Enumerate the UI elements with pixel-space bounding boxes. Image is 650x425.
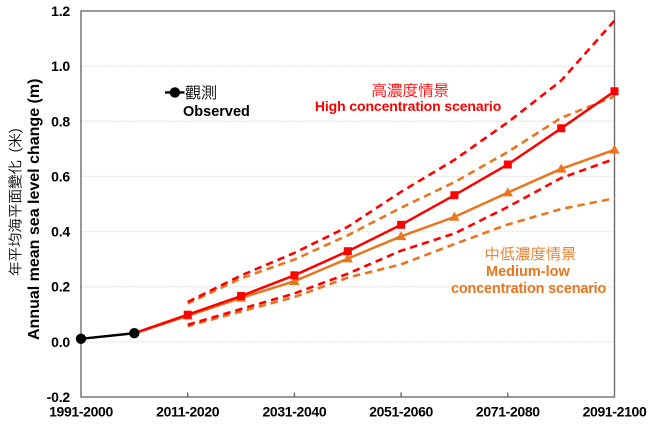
svg-text:High concentration scenario: High concentration scenario [315, 98, 501, 114]
svg-text:1991-2000: 1991-2000 [49, 404, 113, 420]
svg-text:2071-2080: 2071-2080 [476, 404, 540, 420]
svg-text:0.0: 0.0 [51, 334, 70, 350]
svg-text:0.2: 0.2 [51, 279, 70, 295]
svg-text:Medium-low: Medium-low [486, 264, 570, 280]
svg-text:1.0: 1.0 [51, 58, 70, 74]
svg-text:0.6: 0.6 [51, 168, 70, 184]
svg-text:Annual mean sea level change (: Annual mean sea level change (m) [26, 79, 43, 340]
svg-text:2031-2040: 2031-2040 [262, 404, 326, 420]
svg-text:2091-2100: 2091-2100 [583, 404, 647, 420]
svg-text:0.4: 0.4 [51, 224, 70, 240]
svg-text:2051-2060: 2051-2060 [369, 404, 433, 420]
svg-text:Observed: Observed [183, 104, 250, 120]
svg-text:-0.2: -0.2 [47, 389, 71, 405]
svg-text:1.2: 1.2 [51, 3, 70, 19]
svg-text:concentration scenario: concentration scenario [451, 281, 606, 297]
svg-text:0.8: 0.8 [51, 113, 70, 129]
svg-text:2011-2020: 2011-2020 [156, 404, 220, 420]
